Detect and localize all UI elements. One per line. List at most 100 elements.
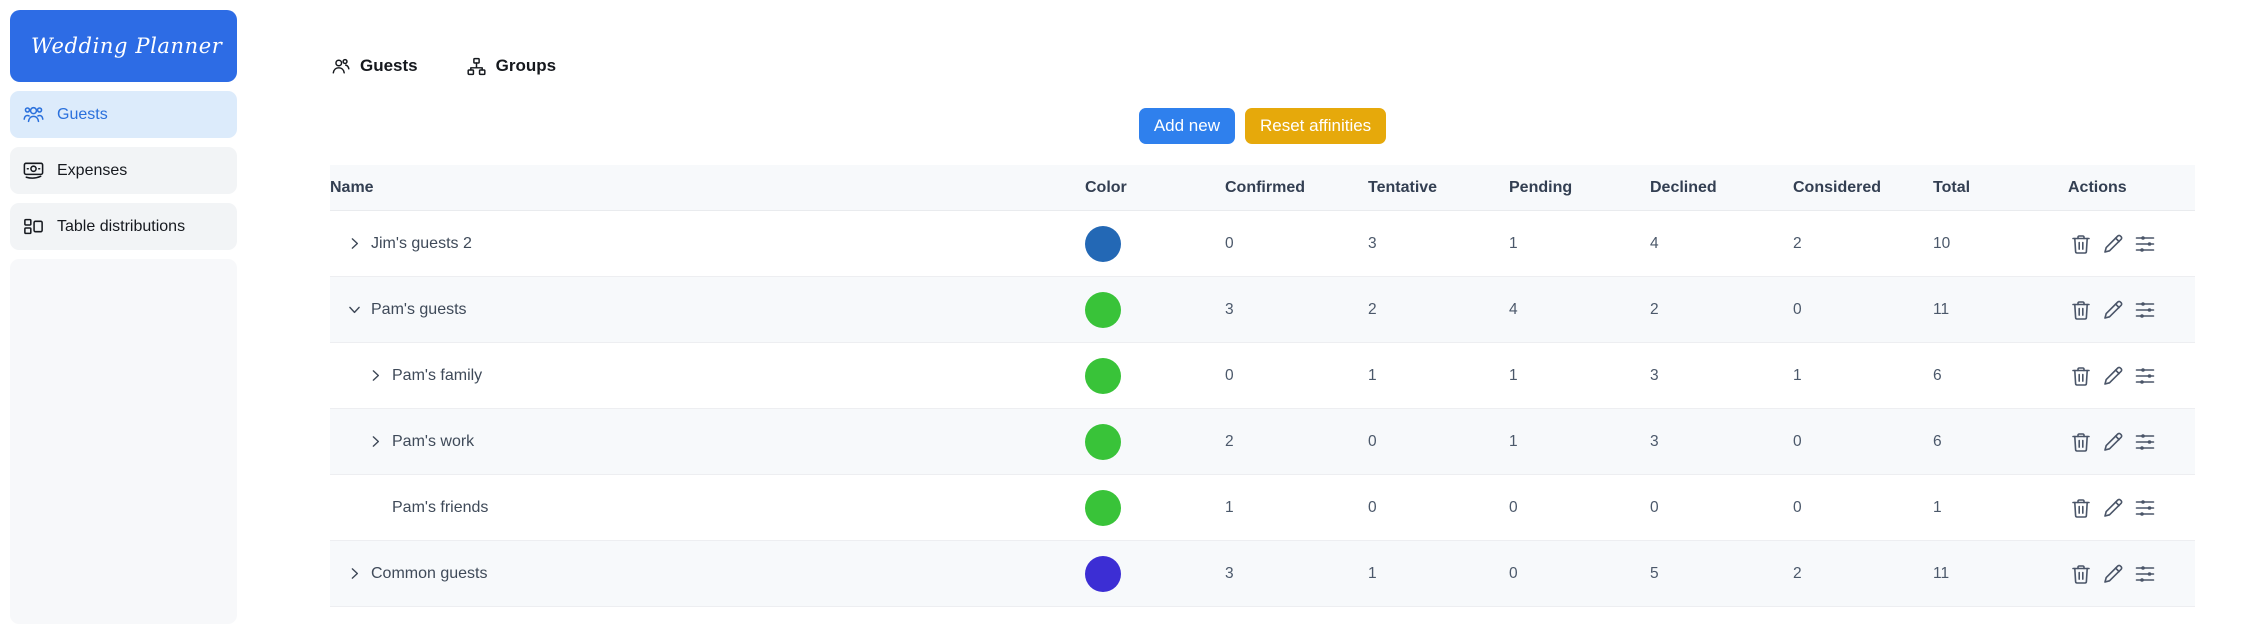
delete-button[interactable] [2068,231,2094,257]
cell-total: 6 [1933,432,1942,450]
cell-declined: 3 [1650,432,1659,450]
cell-declined: 2 [1650,300,1659,318]
cell-confirmed: 3 [1225,300,1234,318]
row-actions [2068,429,2195,455]
affinities-button[interactable] [2132,429,2158,455]
row-name-cell: Pam's work [330,433,1085,451]
delete-button[interactable] [2068,297,2094,323]
person-icon [332,58,350,74]
row-actions [2068,231,2195,257]
banknote-icon [23,162,44,179]
edit-button[interactable] [2100,561,2126,587]
cell-tentative: 1 [1368,564,1377,582]
expand-chevron-icon[interactable] [346,565,363,582]
table-row[interactable]: Pam's family 0 1 1 3 1 6 [330,343,2195,409]
color-dot [1085,489,1121,526]
row-name-label: Common guests [371,564,488,582]
sidebar-item-label: Expenses [57,161,128,179]
delete-button[interactable] [2068,363,2094,389]
cell-total: 1 [1933,498,1942,516]
affinities-button[interactable] [2132,363,2158,389]
cell-confirmed: 0 [1225,366,1234,384]
expand-chevron-icon[interactable] [367,367,384,384]
color-dot [1085,555,1121,592]
sidebar-item-expenses[interactable]: Expenses [10,147,237,194]
sitemap-icon [467,57,486,75]
affinities-button[interactable] [2132,231,2158,257]
sidebar-item-label: Guests [57,105,108,123]
edit-button[interactable] [2100,495,2126,521]
row-name-label: Jim's guests 2 [371,234,472,252]
table-row[interactable]: Jim's guests 2 0 3 1 4 2 10 [330,211,2195,277]
app-logo: Wedding Planner [10,10,237,82]
trash-icon [2072,432,2090,452]
expand-chevron-icon[interactable] [367,433,384,450]
column-header-color: Color [1085,178,1127,196]
affinities-button[interactable] [2132,495,2158,521]
table-row[interactable]: Common guests 3 1 0 5 2 11 [330,541,2195,607]
trash-icon [2072,498,2090,518]
row-name-label: Pam's family [392,366,483,384]
tab-guests[interactable]: Guests [330,56,418,77]
table-row[interactable]: Pam's friends 1 0 0 0 0 1 [330,475,2195,541]
affinities-button[interactable] [2132,561,2158,587]
sliders-icon [2135,499,2155,516]
row-name-cell: Jim's guests 2 [330,235,1085,253]
row-name-cell: Common guests [330,565,1085,583]
row-name-label: Pam's friends [392,498,489,516]
column-header-declined: Declined [1650,178,1717,196]
column-header-actions: Actions [2068,178,2127,196]
cell-pending: 1 [1509,366,1518,384]
sidebar-item-table-distributions[interactable]: Table distributions [10,203,237,250]
column-header-pending: Pending [1509,178,1573,196]
cell-pending: 1 [1509,432,1518,450]
tab-groups[interactable]: Groups [466,56,556,77]
sliders-icon [2135,235,2155,252]
table-body: Jim's guests 2 0 3 1 4 2 10 [330,211,2195,607]
edit-button[interactable] [2100,429,2126,455]
sidebar: Wedding Planner Guests Expenses Table di… [0,0,247,634]
edit-button[interactable] [2100,297,2126,323]
sidebar-item-label: Table distributions [57,217,186,235]
tab-label: Groups [495,56,557,75]
cell-tentative: 0 [1368,432,1377,450]
table-row[interactable]: Pam's work 2 0 1 3 0 6 [330,409,2195,475]
expand-chevron-icon[interactable] [346,235,363,252]
reset-affinities-button[interactable]: Reset affinities [1244,108,1387,144]
sidebar-item-guests[interactable]: Guests [10,91,237,138]
row-name-cell: Pam's guests [330,301,1085,319]
sliders-icon [2135,565,2155,582]
column-header-tentative: Tentative [1368,178,1438,196]
add-new-button[interactable]: Add new [1138,108,1235,144]
color-dot [1085,291,1121,328]
edit-button[interactable] [2100,231,2126,257]
column-header-total: Total [1933,178,1971,196]
color-dot [1085,225,1121,262]
row-actions [2068,297,2195,323]
delete-button[interactable] [2068,429,2094,455]
delete-button[interactable] [2068,561,2094,587]
tab-label: Guests [360,56,418,75]
cell-declined: 0 [1650,498,1659,516]
pencil-icon [2104,432,2123,451]
column-header-considered: Considered [1793,178,1882,196]
cell-considered: 2 [1793,234,1802,252]
cell-confirmed: 3 [1225,564,1234,582]
cell-confirmed: 1 [1225,498,1234,516]
table-row[interactable]: Pam's guests 3 2 4 2 0 11 [330,277,2195,343]
table-header-row: Name Color Confirmed Tentative Pending D… [330,165,2195,211]
delete-button[interactable] [2068,495,2094,521]
edit-button[interactable] [2100,363,2126,389]
cell-tentative: 3 [1368,234,1377,252]
cell-tentative: 1 [1368,366,1377,384]
cell-considered: 1 [1793,366,1802,384]
affinities-button[interactable] [2132,297,2158,323]
pencil-icon [2104,366,2123,385]
expand-chevron-icon[interactable] [346,301,363,318]
row-actions [2068,495,2195,521]
cell-total: 11 [1933,564,1950,582]
cell-confirmed: 2 [1225,432,1234,450]
cell-considered: 2 [1793,564,1802,582]
pencil-icon [2104,300,2123,319]
row-name-label: Pam's guests [371,300,467,318]
